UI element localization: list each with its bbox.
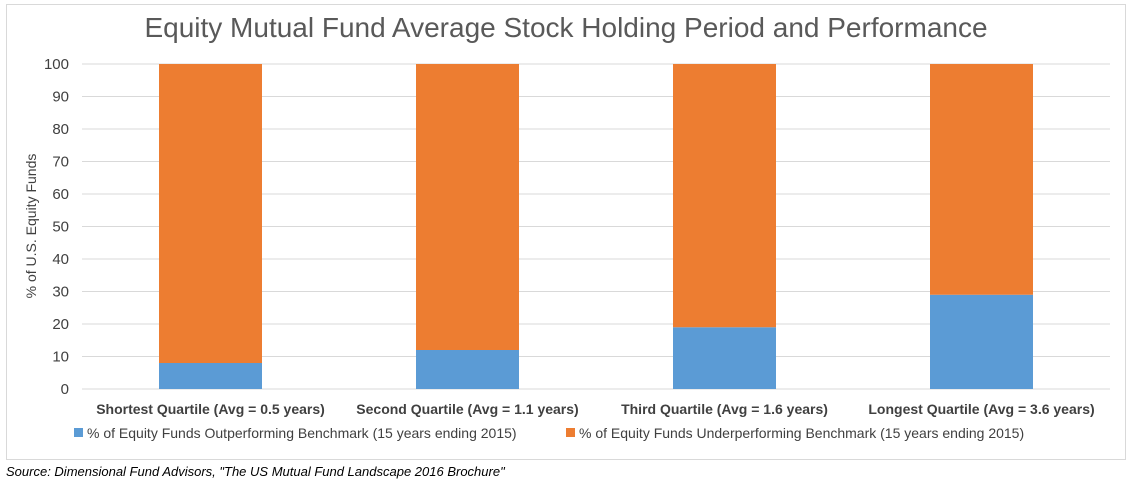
y-tick-label: 10 xyxy=(52,349,69,366)
source-note: Source: Dimensional Fund Advisors, "The … xyxy=(6,464,505,479)
bar-segment xyxy=(673,64,776,328)
y-tick-label: 0 xyxy=(61,381,69,398)
y-tick-label: 60 xyxy=(52,186,69,203)
bar-segment xyxy=(416,64,519,350)
legend-label: % of Equity Funds Outperforming Benchmar… xyxy=(87,425,517,441)
bars xyxy=(159,64,1033,389)
x-axis-categories: Shortest Quartile (Avg = 0.5 years) Secon… xyxy=(96,401,1094,417)
y-tick-label: 70 xyxy=(52,154,69,171)
bar-segment xyxy=(930,64,1033,295)
y-axis-label: % of U.S. Equity Funds xyxy=(23,154,39,299)
y-tick-label: 20 xyxy=(52,316,69,333)
x-category-label: Second Quartile (Avg = 1.1 years) xyxy=(356,401,578,417)
legend: % of Equity Funds Outperforming Benchmar… xyxy=(74,425,1024,441)
legend-swatch xyxy=(566,428,575,437)
x-category-label: Third Quartile (Avg = 1.6 years) xyxy=(621,401,828,417)
bar-segment xyxy=(930,294,1033,389)
bar-segment xyxy=(159,64,262,363)
legend-label: % of Equity Funds Underperforming Benchm… xyxy=(579,425,1024,441)
y-axis-ticks: 0 10 20 30 40 50 60 70 80 90 100 xyxy=(44,56,69,398)
y-tick-label: 90 xyxy=(52,89,69,106)
bar-segment xyxy=(159,363,262,389)
y-tick-label: 100 xyxy=(44,56,69,73)
y-tick-label: 30 xyxy=(52,284,69,301)
x-category-label: Longest Quartile (Avg = 3.6 years) xyxy=(868,401,1094,417)
legend-swatch xyxy=(74,428,83,437)
x-category-label: Shortest Quartile (Avg = 0.5 years) xyxy=(96,401,325,417)
bar-segment xyxy=(673,327,776,389)
y-tick-label: 50 xyxy=(52,219,69,236)
y-tick-label: 80 xyxy=(52,121,69,138)
y-tick-label: 40 xyxy=(52,251,69,268)
chart-title: Equity Mutual Fund Average Stock Holding… xyxy=(144,12,988,43)
stacked-bar-chart: 0 10 20 30 40 50 60 70 80 90 100 Shortest Quartile… xyxy=(23,56,1110,441)
bar-segment xyxy=(416,350,519,389)
